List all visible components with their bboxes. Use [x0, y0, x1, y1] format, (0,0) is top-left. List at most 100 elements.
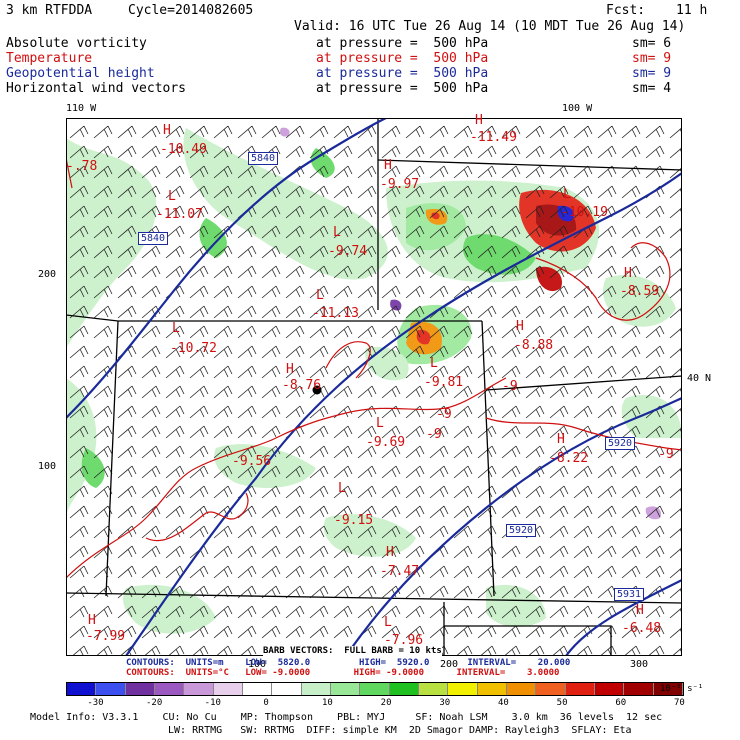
- wind-barb: [525, 445, 545, 459]
- wind-barb: [189, 185, 209, 199]
- wind-barb: [141, 385, 161, 399]
- wind-barb: [525, 225, 545, 239]
- wind-barb: [453, 565, 473, 579]
- wind-barb: [453, 605, 473, 619]
- wind-barb: [549, 545, 569, 559]
- wind-barb: [117, 425, 137, 439]
- wind-barb: [621, 425, 641, 439]
- wind-barb: [501, 565, 521, 579]
- wind-barb: [549, 285, 569, 299]
- wind-barb: [573, 545, 593, 559]
- wind-barb: [357, 425, 377, 439]
- wind-barb: [141, 365, 161, 379]
- wind-barb: [261, 325, 281, 339]
- grid-label-x100: 100: [248, 659, 267, 670]
- wind-barb: [453, 185, 473, 199]
- wind-barb: [69, 525, 89, 539]
- wind-barb: [237, 365, 257, 379]
- wind-barb: [645, 465, 665, 479]
- temp-sym-20: H: [636, 603, 644, 618]
- wind-barb: [525, 545, 545, 559]
- colorbar-swatch: [242, 683, 273, 695]
- colorbar-swatch: [213, 683, 243, 695]
- wind-barb: [453, 445, 473, 459]
- wind-barb: [93, 385, 113, 399]
- wind-barb: [213, 265, 233, 279]
- wind-barb: [381, 305, 401, 319]
- wind-barb: [501, 185, 521, 199]
- wind-barb: [429, 605, 449, 619]
- wind-barb: [333, 545, 353, 559]
- wind-barb: [501, 205, 521, 219]
- wind-barb: [645, 425, 665, 439]
- wind-barb: [597, 625, 617, 639]
- temp-val-1: -11.49: [470, 130, 517, 145]
- field-name-geopotential: Geopotential height: [6, 66, 155, 81]
- wind-barb: [645, 265, 665, 279]
- wind-barb: [453, 265, 473, 279]
- wind-barb: [141, 145, 161, 159]
- wind-barb: [573, 325, 593, 339]
- wind-barb: [549, 365, 569, 379]
- wind-barb: [237, 405, 257, 419]
- wind-barb: [501, 465, 521, 479]
- wind-barb: [405, 425, 425, 439]
- wind-barb: [381, 245, 401, 259]
- wind-barb: [477, 625, 497, 639]
- wind-barb: [501, 445, 521, 459]
- height-label-5840-b: 5840: [138, 232, 169, 245]
- wind-barb: [189, 365, 209, 379]
- wind-barb: [501, 225, 521, 239]
- wind-barb: [309, 425, 329, 439]
- wind-barb: [477, 305, 497, 319]
- wind-barb: [285, 145, 305, 159]
- wind-barb: [669, 527, 682, 539]
- wind-barb: [285, 125, 305, 139]
- field-name-wind: Horizontal wind vectors: [6, 81, 187, 96]
- wind-barb: [117, 225, 137, 239]
- wind-barb: [237, 265, 257, 279]
- colorbar-swatch: [67, 683, 97, 695]
- temp-val-0: -10.49: [160, 142, 207, 157]
- valid-time: Valid: 16 UTC Tue 26 Aug 14 (10 MDT Tue …: [294, 19, 686, 34]
- wind-barb: [501, 425, 521, 439]
- wind-barb: [141, 125, 161, 139]
- wind-barb: [261, 425, 281, 439]
- temp-sym-5: L: [333, 225, 341, 240]
- grid-label-y200: 200: [38, 269, 57, 280]
- wind-barb: [597, 545, 617, 559]
- wind-barb: [477, 545, 497, 559]
- wind-barb: [285, 365, 305, 379]
- wind-barb: [285, 245, 305, 259]
- wind-barb: [621, 485, 641, 499]
- wind-barb: [477, 485, 497, 499]
- wind-barb: [645, 125, 665, 139]
- wind-barb: [381, 625, 401, 639]
- wind-barb: [549, 425, 569, 439]
- colorbar-tick-label: 60: [615, 698, 627, 708]
- wind-barb: [405, 225, 425, 239]
- contour-value-3: -9: [426, 427, 442, 442]
- temp-sym-11: H: [516, 319, 524, 334]
- wind-barb: [453, 405, 473, 419]
- wind-barb: [117, 445, 137, 459]
- wind-barb: [357, 545, 377, 559]
- wind-barb: [405, 405, 425, 419]
- wind-barb: [237, 325, 257, 339]
- wind-barb: [429, 585, 449, 599]
- wind-barb: [165, 205, 185, 219]
- wind-barb: [381, 125, 401, 139]
- wind-barb: [117, 365, 137, 379]
- wind-barb: [309, 325, 329, 339]
- height-label-5931: 5931: [614, 588, 645, 601]
- wind-barb: [405, 165, 425, 179]
- wind-barb: [333, 305, 353, 319]
- wind-barb: [357, 165, 377, 179]
- wind-barb: [645, 165, 665, 179]
- wind-barb: [69, 585, 89, 599]
- contours-info-temperature: CONTOURS: UNITS=°C LOW= -9.0000 HIGH= -9…: [126, 668, 560, 678]
- wind-barb: [333, 265, 353, 279]
- wind-barb: [261, 365, 281, 379]
- wind-barb: [623, 645, 641, 656]
- wind-barb: [69, 285, 89, 299]
